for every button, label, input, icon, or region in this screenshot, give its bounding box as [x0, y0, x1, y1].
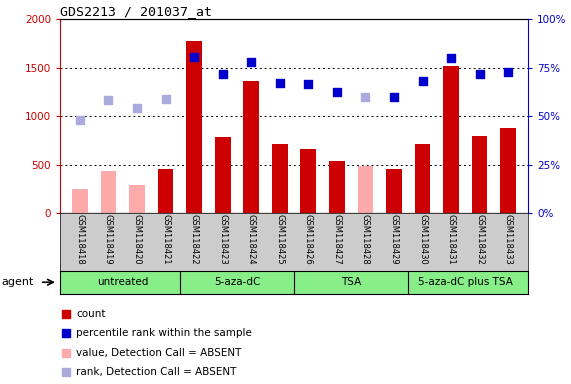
Bar [386, 169, 402, 213]
Point [447, 55, 456, 61]
Text: GSM118424: GSM118424 [247, 214, 256, 265]
Bar [472, 136, 488, 213]
Text: GSM118430: GSM118430 [418, 214, 427, 265]
Text: GSM118428: GSM118428 [361, 214, 370, 265]
Text: GSM118425: GSM118425 [275, 214, 284, 265]
Text: GSM118423: GSM118423 [218, 214, 227, 265]
Point [190, 54, 199, 60]
Text: GSM118420: GSM118420 [132, 214, 142, 265]
Text: count: count [77, 309, 106, 319]
Text: untreated: untreated [97, 277, 148, 287]
Point [418, 78, 427, 84]
Bar [129, 185, 145, 213]
Bar [415, 144, 431, 213]
Point [161, 96, 170, 102]
Bar [215, 137, 231, 213]
Point [275, 80, 284, 86]
Text: GSM118431: GSM118431 [447, 214, 456, 265]
Text: GSM118433: GSM118433 [504, 214, 513, 265]
Text: rank, Detection Call = ABSENT: rank, Detection Call = ABSENT [77, 367, 237, 377]
Point [361, 94, 370, 100]
Bar [357, 166, 373, 213]
Text: 5-aza-dC: 5-aza-dC [214, 277, 260, 287]
Bar [329, 161, 345, 213]
Text: GSM118432: GSM118432 [475, 214, 484, 265]
Bar [72, 189, 88, 213]
Point [332, 89, 341, 95]
Point [389, 94, 399, 100]
Bar [272, 144, 288, 213]
Text: GDS2213 / 201037_at: GDS2213 / 201037_at [60, 5, 212, 18]
Text: GSM118422: GSM118422 [190, 214, 199, 265]
Text: GSM118419: GSM118419 [104, 214, 113, 265]
Point [61, 369, 70, 375]
Text: value, Detection Call = ABSENT: value, Detection Call = ABSENT [77, 348, 242, 358]
Bar [443, 66, 459, 213]
Point [75, 117, 85, 123]
Point [475, 71, 484, 78]
Point [104, 97, 113, 103]
Point [61, 350, 70, 356]
Text: GSM118427: GSM118427 [332, 214, 341, 265]
Point [504, 68, 513, 74]
Point [247, 59, 256, 65]
Text: agent: agent [1, 277, 34, 287]
Bar [243, 81, 259, 213]
Point [61, 311, 70, 317]
Text: GSM118429: GSM118429 [389, 214, 399, 265]
Bar [500, 128, 516, 213]
Bar [186, 41, 202, 213]
Point [132, 105, 142, 111]
Point [61, 330, 70, 336]
Text: TSA: TSA [341, 277, 361, 287]
Point [218, 71, 227, 78]
Text: percentile rank within the sample: percentile rank within the sample [77, 328, 252, 338]
Text: GSM118426: GSM118426 [304, 214, 313, 265]
Bar [100, 171, 116, 213]
Text: GSM118421: GSM118421 [161, 214, 170, 265]
Bar [158, 169, 174, 213]
Text: 5-aza-dC plus TSA: 5-aza-dC plus TSA [418, 277, 513, 287]
Bar [300, 149, 316, 213]
Text: GSM118418: GSM118418 [75, 214, 85, 265]
Point [304, 81, 313, 87]
